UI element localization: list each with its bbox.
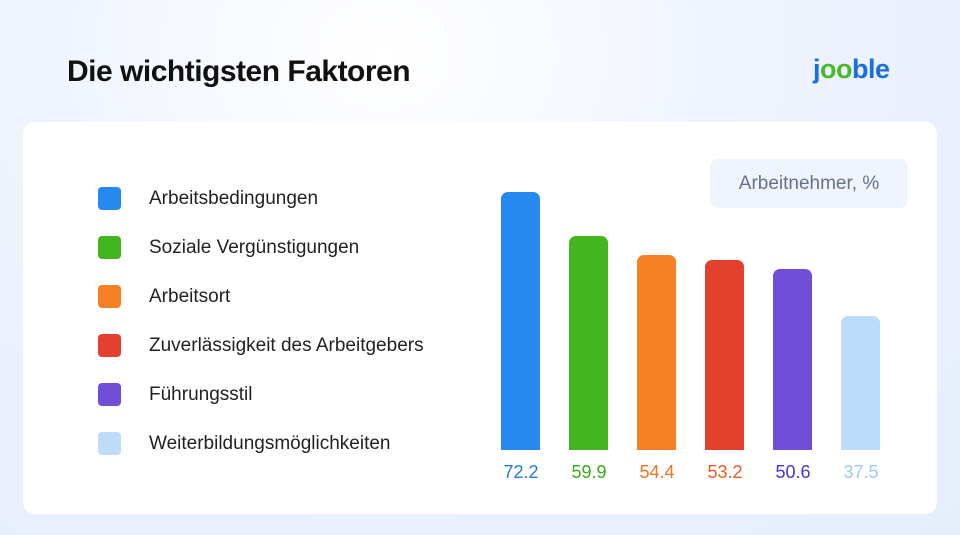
series-label-badge: Arbeitnehmer, % [710,159,908,208]
data-label: 53.2 [707,462,743,482]
page-title: Die wichtigsten Faktoren [67,55,411,88]
bar [501,191,540,450]
legend-swatch [98,432,121,455]
legend-item: Weiterbildungsmöglichkeiten [98,419,424,468]
legend-label: Soziale Vergünstigungen [149,236,360,258]
bar [773,268,812,450]
data-label: 59.9 [571,462,607,482]
legend-item: Soziale Vergünstigungen [98,223,424,272]
bar [637,255,676,450]
legend-item: Arbeitsort [98,272,424,321]
legend-item: Zuverlässigkeit des Arbeitgebers [98,321,424,370]
legend-swatch [98,236,121,259]
legend-swatch [98,334,121,357]
bar [569,235,608,450]
data-label: 37.5 [843,462,879,482]
legend-swatch [98,285,121,308]
legend-label: Arbeitsort [149,285,231,307]
data-label: 50.6 [775,462,811,482]
legend-label: Weiterbildungsmöglichkeiten [149,432,391,454]
legend-item: Arbeitsbedingungen [98,174,424,223]
legend-label: Arbeitsbedingungen [149,187,319,209]
legend-label: Zuverlässigkeit des Arbeitgebers [149,334,424,356]
legend: Arbeitsbedingungen Soziale Vergünstigunge… [98,174,424,468]
chart-card: Arbeitsbedingungen Soziale Vergünstigunge… [23,122,937,514]
bar [705,259,744,450]
jooble-logo: jooble [813,54,890,84]
legend-swatch [98,383,121,406]
data-label: 54.4 [639,462,675,482]
bar [841,315,880,450]
data-label: 72.2 [503,462,539,482]
legend-swatch [98,187,121,210]
legend-label: Führungsstil [149,383,253,405]
legend-item: Führungsstil [98,370,424,419]
